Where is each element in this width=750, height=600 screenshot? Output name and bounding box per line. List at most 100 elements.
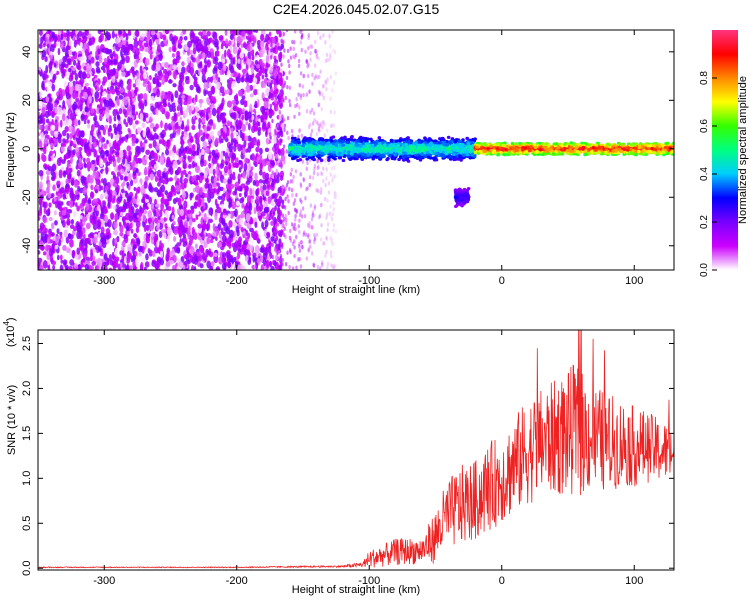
spectrogram-cell	[252, 179, 257, 186]
spectrogram-cell	[130, 66, 135, 71]
spectrogram-cell	[144, 155, 149, 161]
spectrogram-cell	[66, 218, 71, 226]
spectrogram-cell	[183, 254, 189, 260]
spectrogram-cell	[90, 191, 94, 199]
spectrogram-cell	[90, 56, 95, 64]
spectrogram-cell	[201, 205, 204, 213]
spectrogram-cell	[52, 264, 56, 270]
spectrogram-cell	[162, 34, 167, 41]
spectrogram-cell	[153, 191, 157, 201]
spectrogram-cell	[159, 250, 164, 258]
spectrogram-cell	[155, 62, 161, 72]
spectrogram-cell	[270, 79, 274, 85]
spectrogram-cell	[313, 118, 316, 123]
spectrogram-cell	[287, 210, 290, 216]
spectrogram-cell	[332, 223, 336, 228]
spectrogram-cell	[73, 118, 78, 127]
spectrogram-cell	[312, 170, 316, 176]
spectrogram-cell	[341, 158, 346, 163]
spectrogram-cell	[207, 90, 213, 97]
spectrogram-cell	[122, 108, 127, 115]
spectrogram-cell	[305, 166, 308, 172]
spectrogram-cell	[332, 80, 336, 85]
spectrogram-cell	[42, 42, 46, 48]
spectrogram-cell	[233, 236, 239, 241]
spectrogram-cell	[133, 233, 137, 239]
spectrogram-cell	[279, 187, 283, 193]
spectrogram-cell	[108, 142, 112, 148]
spectrogram-cell	[260, 62, 266, 68]
spectrogram-cell	[217, 117, 222, 123]
spectrogram-cell	[290, 128, 294, 134]
spectrogram-cell	[123, 176, 127, 181]
spectrogram-cell	[172, 83, 177, 88]
spectrogram-cell	[313, 206, 316, 211]
spectrogram-cell	[118, 94, 124, 100]
spectrogram-cell	[271, 227, 275, 233]
spectrogram-cell	[116, 114, 121, 120]
spectrogram-cell	[221, 58, 226, 64]
spectrogram-cell	[197, 223, 203, 229]
spectrogram-cell	[299, 95, 302, 101]
spectrogram-cell	[138, 211, 143, 218]
spectrogram-cell	[89, 174, 94, 184]
spectrogram-cell	[326, 265, 329, 270]
spectrogram-cell	[183, 220, 189, 229]
spectrogram-cell	[214, 212, 218, 221]
spectrogram-cell	[209, 238, 214, 244]
spectrogram-cell	[278, 33, 281, 38]
spectrogram-cell	[156, 43, 161, 53]
spectrogram-cell	[253, 207, 257, 215]
spectrogram-cell	[62, 129, 67, 137]
spectrogram-cell	[295, 208, 298, 213]
spectrogram-cell	[274, 254, 279, 261]
spectrogram-cell	[43, 130, 49, 135]
spectrogram-cell	[180, 219, 183, 228]
spectrogram-cell	[65, 45, 69, 51]
spectrogram-cell	[265, 41, 269, 48]
spectrogram-cell	[280, 38, 283, 44]
spectrogram-cell	[249, 93, 254, 98]
spectrogram-cell	[309, 110, 312, 115]
spectrogram-cell	[260, 80, 265, 89]
spectrogram-cell	[204, 90, 209, 95]
spectrogram-cell	[271, 216, 275, 221]
spectrogram-cell	[150, 159, 155, 166]
spectrogram-cell	[316, 30, 320, 36]
spectrogram-cell	[211, 107, 217, 117]
spectrogram-cell	[305, 92, 309, 97]
spectrogram-cell	[75, 93, 79, 98]
spectrogram-cell	[131, 161, 136, 167]
spectrogram-cell	[87, 123, 91, 129]
spectrogram-cell	[183, 200, 188, 209]
spectrogram-cell	[100, 232, 105, 239]
spectrogram-cell	[62, 245, 67, 251]
spectrogram-cell	[46, 43, 50, 49]
spectrogram-cell	[298, 128, 301, 133]
spectrogram-cell	[269, 177, 272, 182]
spectrogram-cell	[283, 205, 287, 210]
spectrogram-cell	[174, 59, 180, 64]
spectrogram-cell	[216, 206, 222, 214]
spectrogram-cell	[42, 117, 46, 126]
spectrogram-cell	[59, 254, 63, 261]
spectrogram-cell	[139, 112, 144, 121]
spectrogram-cell	[315, 131, 318, 137]
spectrogram-cell	[50, 192, 55, 198]
spectrogram-cell	[186, 56, 191, 64]
spectrogram-cell	[65, 70, 70, 80]
spectrogram-cell	[309, 132, 313, 138]
spectrogram-cell	[188, 218, 193, 227]
spectrogram-cell	[123, 96, 129, 106]
spectrogram-cell	[276, 136, 279, 141]
spectrogram-cell	[212, 123, 216, 130]
spectrogram-cell	[231, 100, 237, 105]
spectrogram-cell	[39, 181, 43, 190]
spectrogram-cell	[108, 49, 113, 54]
spectrogram-cell	[245, 84, 251, 93]
spectrogram-cell	[320, 106, 323, 112]
spectrogram-cell	[276, 192, 279, 197]
spectrogram-cell	[238, 192, 242, 198]
spectrogram-cell	[235, 162, 240, 169]
spectrogram-cell	[281, 229, 284, 234]
